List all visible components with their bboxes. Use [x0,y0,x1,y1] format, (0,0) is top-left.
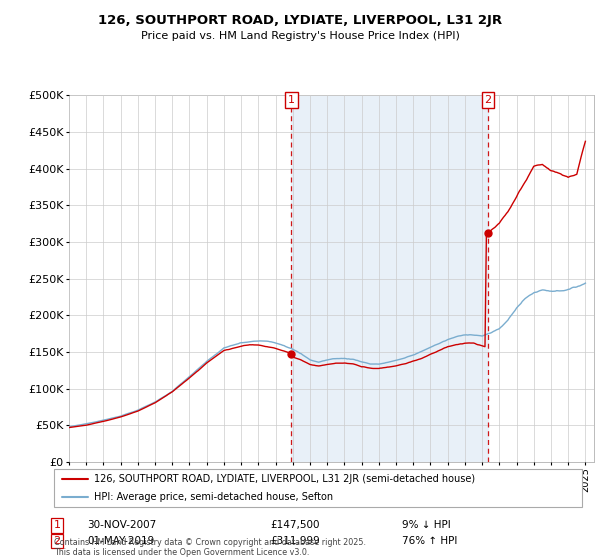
Text: 126, SOUTHPORT ROAD, LYDIATE, LIVERPOOL, L31 2JR (semi-detached house): 126, SOUTHPORT ROAD, LYDIATE, LIVERPOOL,… [94,474,475,484]
Text: HPI: Average price, semi-detached house, Sefton: HPI: Average price, semi-detached house,… [94,492,333,502]
Text: £147,500: £147,500 [270,520,320,530]
Text: Contains HM Land Registry data © Crown copyright and database right 2025.
This d: Contains HM Land Registry data © Crown c… [54,538,366,557]
Bar [292,95,488,462]
Text: 76% ↑ HPI: 76% ↑ HPI [402,536,457,546]
Text: 2: 2 [484,95,491,105]
Text: 1: 1 [53,520,61,530]
Text: 9% ↓ HPI: 9% ↓ HPI [402,520,451,530]
Text: 1: 1 [288,95,295,105]
Text: Price paid vs. HM Land Registry's House Price Index (HPI): Price paid vs. HM Land Registry's House … [140,31,460,41]
Text: 2: 2 [53,536,61,546]
Text: 01-MAY-2019: 01-MAY-2019 [87,536,154,546]
FancyBboxPatch shape [54,469,582,507]
Text: 126, SOUTHPORT ROAD, LYDIATE, LIVERPOOL, L31 2JR: 126, SOUTHPORT ROAD, LYDIATE, LIVERPOOL,… [98,14,502,27]
Text: £311,999: £311,999 [270,536,320,546]
Text: 30-NOV-2007: 30-NOV-2007 [87,520,156,530]
